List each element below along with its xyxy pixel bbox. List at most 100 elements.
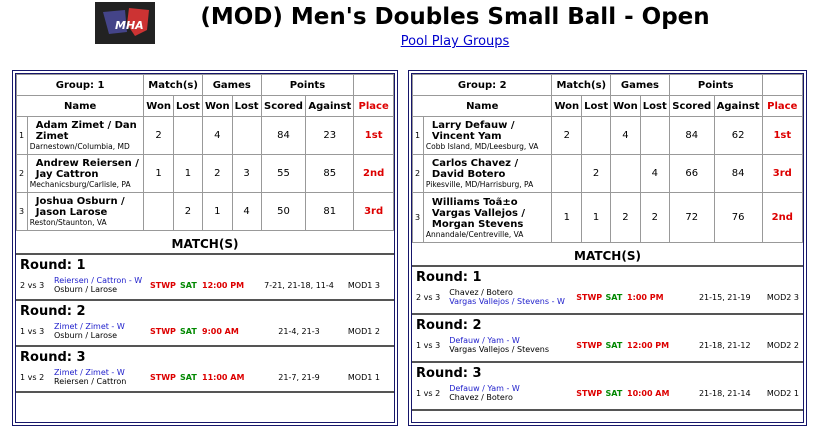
stat: 4 <box>201 116 233 155</box>
teams: Defauw / Yam - W Chavez / Botero <box>449 384 576 402</box>
time: 10:00 AM <box>627 388 670 398</box>
stat: 2 <box>172 192 203 231</box>
group-label: Group: 2 <box>411 74 553 96</box>
column-header: Scored <box>260 95 307 117</box>
round-title: Round: 2 <box>20 304 86 319</box>
seed: 1 <box>412 116 424 155</box>
place: 1st <box>761 116 804 155</box>
stat: 84 <box>260 116 307 155</box>
team: Osburn / Larose <box>54 285 118 294</box>
teams: Zimet / Zimet - W Reiersen / Cattron <box>54 368 150 386</box>
stat: 84 <box>668 116 715 155</box>
subheader-row: Name Won Lost Won Lost Scored Against Place <box>411 95 804 117</box>
team: Defauw / Yam - W <box>449 384 520 393</box>
scores: 21-7, 21-9 <box>278 372 320 382</box>
seed: 2 <box>16 154 28 193</box>
pairing: 2 vs 3 <box>20 280 45 290</box>
match-line: 1 vs 3 Defauw / Yam - W Vargas Vallejos / … <box>416 336 799 354</box>
seed: 1 <box>16 116 28 155</box>
place: 2nd <box>353 154 394 193</box>
column-header: Lost <box>639 95 670 117</box>
column-header: Against <box>713 95 763 117</box>
stat <box>551 154 583 193</box>
team-row: 3 Williams Toã±o Vargas Vallejos / Morgan… <box>412 192 804 243</box>
stat <box>581 116 612 155</box>
round: Round: 3 1 vs 2 Defauw / Yam - W Chavez / B… <box>412 363 803 411</box>
column-header: Won <box>201 95 233 117</box>
stat: 1 <box>172 154 203 193</box>
team-cell: Larry Defauw / Vincent Yam Cobb Island, M… <box>422 116 553 155</box>
column-header: Place <box>353 95 394 117</box>
stat: 2 <box>143 116 174 155</box>
status: STWP <box>150 372 176 382</box>
court: MOD2 2 <box>766 340 799 350</box>
column-header: Won <box>143 95 174 117</box>
column-header: Scored <box>668 95 715 117</box>
day: SAT <box>180 280 197 290</box>
pairing: 1 vs 3 <box>20 326 45 336</box>
team-location: Annandale/Centreville, VA <box>425 229 524 239</box>
court: MOD2 3 <box>766 292 799 302</box>
match-line: 2 vs 3 Chavez / Botero Vargas Vallejos / S… <box>416 288 799 306</box>
stat <box>172 116 203 155</box>
round-title: Round: 3 <box>20 350 86 365</box>
column-group: Match(s) <box>551 74 612 96</box>
place: 1st <box>353 116 394 155</box>
stat: 2 <box>639 192 670 243</box>
teams: Zimet / Zimet - W Osburn / Larose <box>54 322 150 340</box>
team: Reiersen / Cattron <box>54 377 127 386</box>
teams: Reiersen / Cattron - W Osburn / Larose <box>54 276 150 294</box>
team: Osburn / Larose <box>54 331 118 340</box>
stat: 84 <box>713 154 763 193</box>
column-header: Lost <box>172 95 203 117</box>
team-players: Andrew Reiersen / Jay Cattron <box>35 158 139 180</box>
stat <box>610 154 641 193</box>
team-cell: Adam Zimet / Dan Zimet Darnestown/Columbi… <box>26 116 145 155</box>
team-location: Reston/Staunton, VA <box>29 218 107 227</box>
court: MOD1 2 <box>347 326 380 336</box>
time: 12:00 PM <box>627 340 670 350</box>
stat: 55 <box>260 154 307 193</box>
seed: 2 <box>412 154 424 193</box>
round: Round: 3 1 vs 2 Zimet / Zimet - W Reiersen … <box>16 347 394 393</box>
column-header: Won <box>610 95 641 117</box>
team-cell: Andrew Reiersen / Jay Cattron Mechanicsbu… <box>26 154 145 193</box>
group-label: Group: 1 <box>15 74 145 96</box>
round: Round: 1 2 vs 3 Reiersen / Cattron - W Osbu… <box>16 255 394 301</box>
stat: 2 <box>581 154 612 193</box>
place: 3rd <box>353 192 394 231</box>
team: Vargas Vallejos / Stevens - W <box>449 297 565 306</box>
team-cell: Carlos Chavez / David Botero Pikesville, … <box>422 154 553 193</box>
scores: 21-4, 21-3 <box>278 326 320 336</box>
header-row: Group: 1 Match(s) Games Points <box>15 74 394 96</box>
matches-title: MATCH(S) <box>412 243 803 267</box>
court: MOD1 3 <box>347 280 380 290</box>
scores: 21-15, 21-19 <box>698 292 751 302</box>
team: Chavez / Botero <box>449 288 513 297</box>
scores: 7-21, 21-18, 11-4 <box>264 280 334 290</box>
stat: 1 <box>551 192 583 243</box>
round: Round: 1 2 vs 3 Chavez / Botero Vargas Vall… <box>412 267 803 315</box>
round-title: Round: 1 <box>416 270 482 285</box>
pairing: 1 vs 2 <box>416 388 441 398</box>
stat: 23 <box>305 116 355 155</box>
teams: Chavez / Botero Vargas Vallejos / Stevens… <box>449 288 576 306</box>
standings-table: Group: 2 Match(s) Games Points Name Won Lost Wo… <box>411 74 804 243</box>
team-row: 1 Larry Defauw / Vincent Yam Cobb Island, … <box>412 116 804 155</box>
teams: Defauw / Yam - W Vargas Vallejos / Steven… <box>449 336 576 354</box>
header-row: Group: 2 Match(s) Games Points <box>411 74 804 96</box>
stat <box>143 192 174 231</box>
status: STWP <box>576 388 603 398</box>
column-header: Place <box>761 95 804 117</box>
status: STWP <box>150 326 176 336</box>
column-group: Match(s) <box>143 74 203 96</box>
stat: 72 <box>668 192 715 243</box>
team-players: Larry Defauw / Vincent Yam <box>431 120 515 142</box>
stat: 50 <box>260 192 307 231</box>
groups-link[interactable]: Pool Play Groups <box>400 34 510 49</box>
match-line: 1 vs 3 Zimet / Zimet - W Osburn / Larose ST… <box>20 322 390 340</box>
matches-title: MATCH(S) <box>16 231 394 255</box>
match-line: 1 vs 2 Defauw / Yam - W Chavez / Botero STW… <box>416 384 799 402</box>
group-panel: Group: 2 Match(s) Games Points Name Won Lost Wo… <box>408 70 807 426</box>
column-group: Games <box>201 74 262 96</box>
